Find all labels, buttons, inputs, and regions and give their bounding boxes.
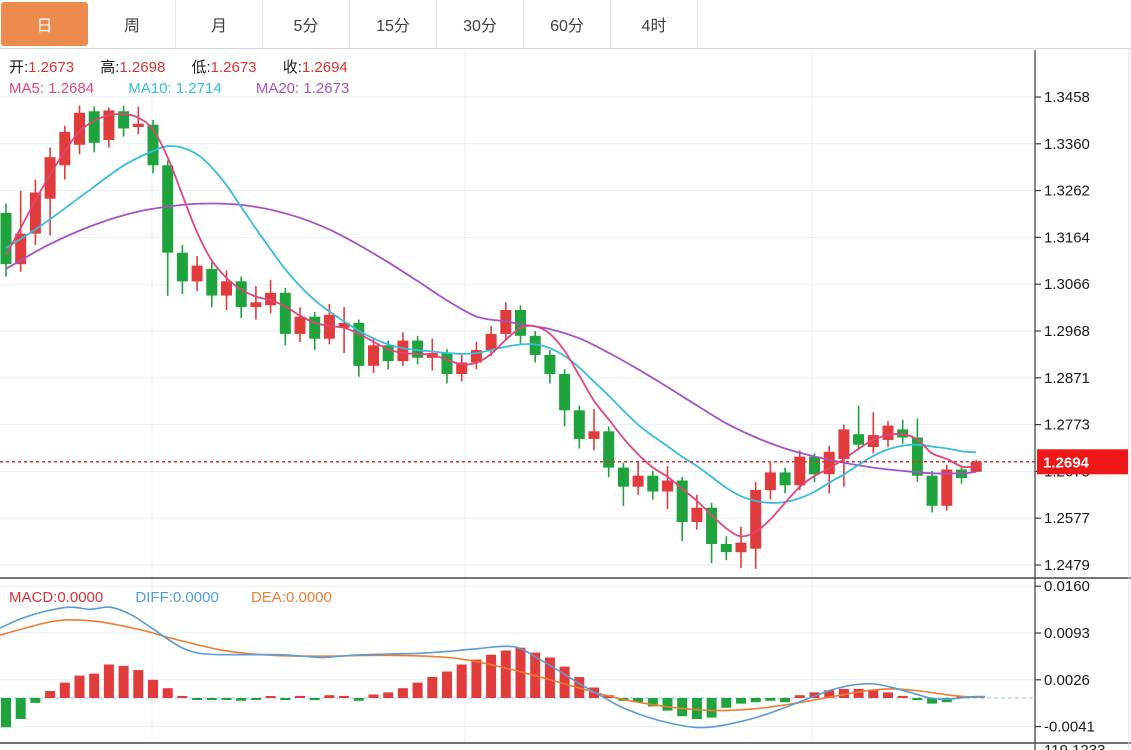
close-label: 收: [282,59,302,76]
macd-value: 0.0000 [57,589,104,606]
macd-label: MACD: [9,589,58,606]
open-value: 1.2673 [28,59,75,76]
tab-timeframe-7[interactable]: 4时 [611,0,698,48]
macd-histogram [1,647,982,728]
ma5-label: MA5: [9,80,45,97]
y-axis-label: 1.3066 [1044,276,1090,293]
ohlc-low: 低:1.2673 [191,59,256,76]
y-axis-label: 1.3360 [1044,136,1090,153]
ma10-line [5,145,977,504]
ohlc-open: 开:1.2673 [9,59,74,76]
candles [0,105,982,569]
y-axis-macd: 0.0160 0.0093 0.0026 -0.0041 [1035,578,1095,736]
ma10-label: MA10: [128,80,172,97]
y-axis-label: 1.2871 [1044,370,1090,387]
ohlc-high: 高:1.2698 [100,59,165,76]
dea-value-readout: DEA:0.0000 [251,589,332,606]
ma5-line [5,113,977,538]
ma-readout: MA5: 1.2684 MA10: 1.2714 MA20: 1.2673 [9,80,379,97]
y-axis-label: 0.0093 [1044,625,1090,642]
y-axis-label: 1.2479 [1044,557,1090,574]
tab-timeframe-2[interactable]: 月 [176,0,263,48]
y-axis-label: 0.0026 [1044,672,1090,689]
diff-line [0,606,986,729]
low-value: 1.2673 [210,59,257,76]
y-axis-label: 1.3458 [1044,89,1090,106]
dea-value: 0.0000 [285,589,332,606]
ma20-label: MA20: [255,80,300,97]
tab-timeframe-0[interactable]: 日 [1,2,88,46]
diff-value: 0.0000 [172,589,219,606]
tab-timeframe-6[interactable]: 60分 [524,0,611,48]
tab-timeframe-4[interactable]: 15分 [350,0,437,48]
y-axis-label: 1.3164 [1044,229,1090,246]
macd-value-readout: MACD:0.0000 [9,589,103,606]
ma5-readout: MA5: 1.2684 [9,80,94,97]
price-badge-label: 1.2694 [1043,454,1090,471]
timeframe-tabs: 日周月 5分 15分 30分 60分 4时 [0,0,1131,49]
ma5-value: 1.2684 [48,80,95,97]
y-axis-main: 1.3458 1.3360 1.3262 1.3164 1.3066 1.2968 1.28… [1035,89,1090,574]
macd-readout: MACD:0.0000 DIFF:0.0000 DEA:0.0000 [9,589,360,606]
tab-timeframe-1[interactable]: 周 [89,0,176,48]
ohlc-readout: 开:1.2673 高:1.2698 低:1.2673 收:1.2694 [9,56,370,77]
ma10-readout: MA10: 1.2714 [128,80,221,97]
close-value: 1.2694 [301,59,348,76]
low-label: 低: [191,59,211,76]
dea-label: DEA: [250,589,286,606]
tab-timeframe-5[interactable]: 30分 [437,0,524,48]
open-label: 开: [9,59,29,76]
current-price-badge: 1.2694 [1037,449,1128,475]
y-axis-label: 1.2773 [1044,417,1090,434]
partial-axis-label: 119.1233 [1044,742,1105,750]
ohlc-close: 收:1.2694 [283,59,348,76]
high-value: 1.2698 [119,59,166,76]
ma10-value: 1.2714 [175,80,222,97]
y-axis-label: 1.2968 [1044,323,1090,340]
dea-line [0,618,986,712]
y-axis-label: 1.2577 [1044,510,1090,527]
diff-label: DIFF: [135,589,173,606]
tab-timeframe-3[interactable]: 5分 [263,0,350,48]
high-label: 高: [100,59,120,76]
y-axis-label: 0.0160 [1044,578,1090,595]
ma20-readout: MA20: 1.2673 [256,80,349,97]
y-axis-label: -0.0041 [1044,719,1095,736]
y-axis-label: 1.3262 [1044,183,1090,200]
ma20-value: 1.2673 [303,80,350,97]
diff-value-readout: DIFF:0.0000 [135,589,218,606]
